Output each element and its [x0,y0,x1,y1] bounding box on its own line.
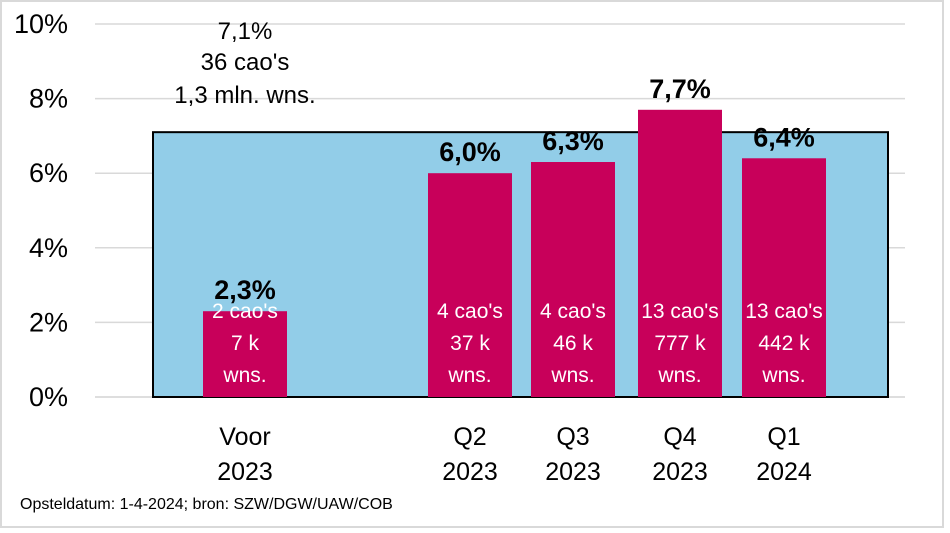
value-label: 6,4% [753,122,815,152]
bar [742,158,826,397]
bar-inner-label: 13 cao's [745,300,823,323]
category-label: Q2 [453,423,486,451]
y-tick-label: 8% [29,84,68,114]
bar [428,173,512,397]
category-label: 2023 [652,458,708,486]
bar-inner-label: 7 k [231,332,260,355]
category-label: 2023 [442,458,498,486]
bar-inner-label: wns. [657,364,701,387]
y-tick-label: 2% [29,307,68,337]
value-label: 7,7% [649,74,711,104]
bar-inner-label: 4 cao's [437,300,503,323]
bar-inner-label: 442 k [758,332,810,355]
category-label: Voor [219,423,270,451]
y-tick-label: 10% [14,9,68,39]
y-tick-label: 4% [29,233,68,263]
category-label: Q3 [556,423,589,451]
bar [531,162,615,397]
category-label: Q4 [663,423,696,451]
value-labels: 2,3%2 cao's 7 k wns. 6,0% 4 cao's 37 k wns. 6,3… [212,74,823,387]
y-tick-labels: 0% 2% 4% 6% 8% 10% [14,9,68,412]
bar-inner-label: wns. [550,364,594,387]
bar-inner-label: wns. [447,364,491,387]
average-area-label: 7,1% [218,18,273,45]
category-label: 2023 [545,458,601,486]
bars [203,109,826,397]
category-label: 2024 [756,458,812,486]
value-label: 6,3% [542,126,604,156]
y-tick-label: 0% [29,382,68,412]
category-label: 2023 [217,458,273,486]
bar-inner-label: 777 k [654,332,706,355]
value-label: 6,0% [439,137,501,167]
bar-inner-label: wns. [761,364,805,387]
bar-inner-label: 37 k [450,332,490,355]
bar [638,109,722,397]
bar-inner-label: 46 k [553,332,593,355]
bar-inner-label: 2 cao's [212,300,278,323]
bar-inner-label: wns. [222,364,266,387]
bar-inner-label: 13 cao's [641,300,719,323]
bar [203,311,287,397]
category-label: Q1 [767,423,800,451]
bar-inner-label: 4 cao's [540,300,606,323]
y-tick-label: 6% [29,158,68,188]
value-label: 2,3% [214,275,276,305]
average-area-label: 36 cao's [201,49,290,76]
category-labels: Voor 2023 Q2 2023 Q3 2023 Q4 2023 Q1 2024 [217,423,812,486]
source-footnote: Opsteldatum: 1-4-2024; bron: SZW/DGW/UAW… [20,496,393,513]
average-area-label: 1,3 mln. wns. [174,82,315,109]
